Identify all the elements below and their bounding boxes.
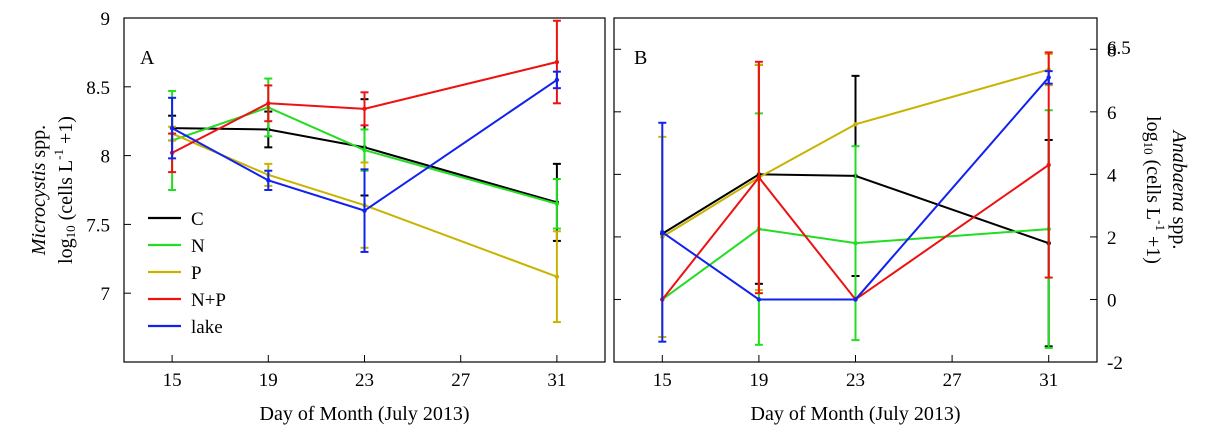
x-axis-label: Day of Month (July 2013) xyxy=(751,403,961,425)
series-line xyxy=(661,228,1049,301)
y-axis-label: Microcystis spp. xyxy=(28,125,50,256)
data-point xyxy=(362,106,367,112)
panel-label: A xyxy=(140,47,155,69)
series-lake xyxy=(168,70,561,253)
x-tick-label: 31 xyxy=(1039,370,1058,391)
series-line xyxy=(171,106,558,205)
y-tick-label: 0 xyxy=(1107,290,1117,311)
x-tick-label: 23 xyxy=(846,370,865,391)
panel-a: 15 19 23 27 31 7 7.5 8 8.5 9 Day of Month (July 20… xyxy=(28,9,606,425)
x-tick-label: 15 xyxy=(653,370,672,391)
y-tick-label: 2 xyxy=(1107,228,1117,249)
legend-label: P xyxy=(191,263,202,284)
y-tick-label: 9 xyxy=(101,9,111,30)
data-point xyxy=(1046,75,1051,80)
data-point xyxy=(362,147,367,153)
series-line xyxy=(661,68,1049,238)
data-point xyxy=(362,208,367,213)
legend-label: C xyxy=(191,209,204,230)
legend: CNP N+P lake xyxy=(148,209,226,338)
data-point xyxy=(660,230,665,235)
data-point xyxy=(554,201,560,206)
series-line xyxy=(171,61,558,154)
data-point xyxy=(853,240,858,246)
x-tick-label: 15 xyxy=(163,370,182,391)
y-tick-label: 7.5 xyxy=(86,215,110,236)
y-tick-label: 6 xyxy=(1107,103,1117,124)
data-point xyxy=(554,274,560,279)
y-tick-label: 8 xyxy=(1107,40,1117,61)
y-axis-label-units: log10 (cells L-1 +1) xyxy=(51,116,78,264)
data-point xyxy=(756,297,762,302)
series-line xyxy=(661,76,1050,301)
x-tick-label: 19 xyxy=(259,370,278,391)
series-lake xyxy=(658,70,1053,343)
y-axis-label-units: log10 (cells L-1 +1) xyxy=(1141,116,1168,264)
data-point xyxy=(169,125,175,131)
legend-label: lake xyxy=(191,317,223,338)
x-tick-label: 19 xyxy=(749,370,768,391)
y-tick-label: 8 xyxy=(101,147,111,168)
top-right-label: 6.5 xyxy=(1107,38,1131,59)
panel-b: 15 19 23 27 31 -2 0 2 4 6 86.5 Day of Month (July 2… xyxy=(613,17,1190,425)
x-axis-label: Day of Month (July 2013) xyxy=(260,403,470,425)
panel-label: B xyxy=(634,47,647,69)
series-line xyxy=(661,173,1050,245)
data-point xyxy=(266,101,271,106)
series-line xyxy=(661,164,1050,301)
data-point xyxy=(1046,162,1051,168)
y-axis-label: Anabaena spp. xyxy=(1168,129,1190,250)
data-point xyxy=(554,59,560,65)
y-tick-label: 7 xyxy=(101,284,111,305)
data-point xyxy=(266,178,271,183)
x-tick-label: 27 xyxy=(451,370,470,391)
series-npp xyxy=(660,51,1053,302)
y-tick-label: -2 xyxy=(1107,353,1123,374)
x-tick-label: 23 xyxy=(355,370,374,391)
data-point xyxy=(853,122,858,127)
data-point xyxy=(554,77,560,83)
legend-label: N+P xyxy=(191,290,226,311)
data-point xyxy=(853,297,858,302)
x-tick-label: 27 xyxy=(943,370,962,391)
x-tick-label: 31 xyxy=(547,370,566,391)
series-line xyxy=(171,79,558,212)
y-tick-label: 8.5 xyxy=(86,78,110,99)
y-tick-label: 4 xyxy=(1107,165,1117,186)
legend-label: N xyxy=(191,236,205,257)
data-point xyxy=(756,175,762,180)
